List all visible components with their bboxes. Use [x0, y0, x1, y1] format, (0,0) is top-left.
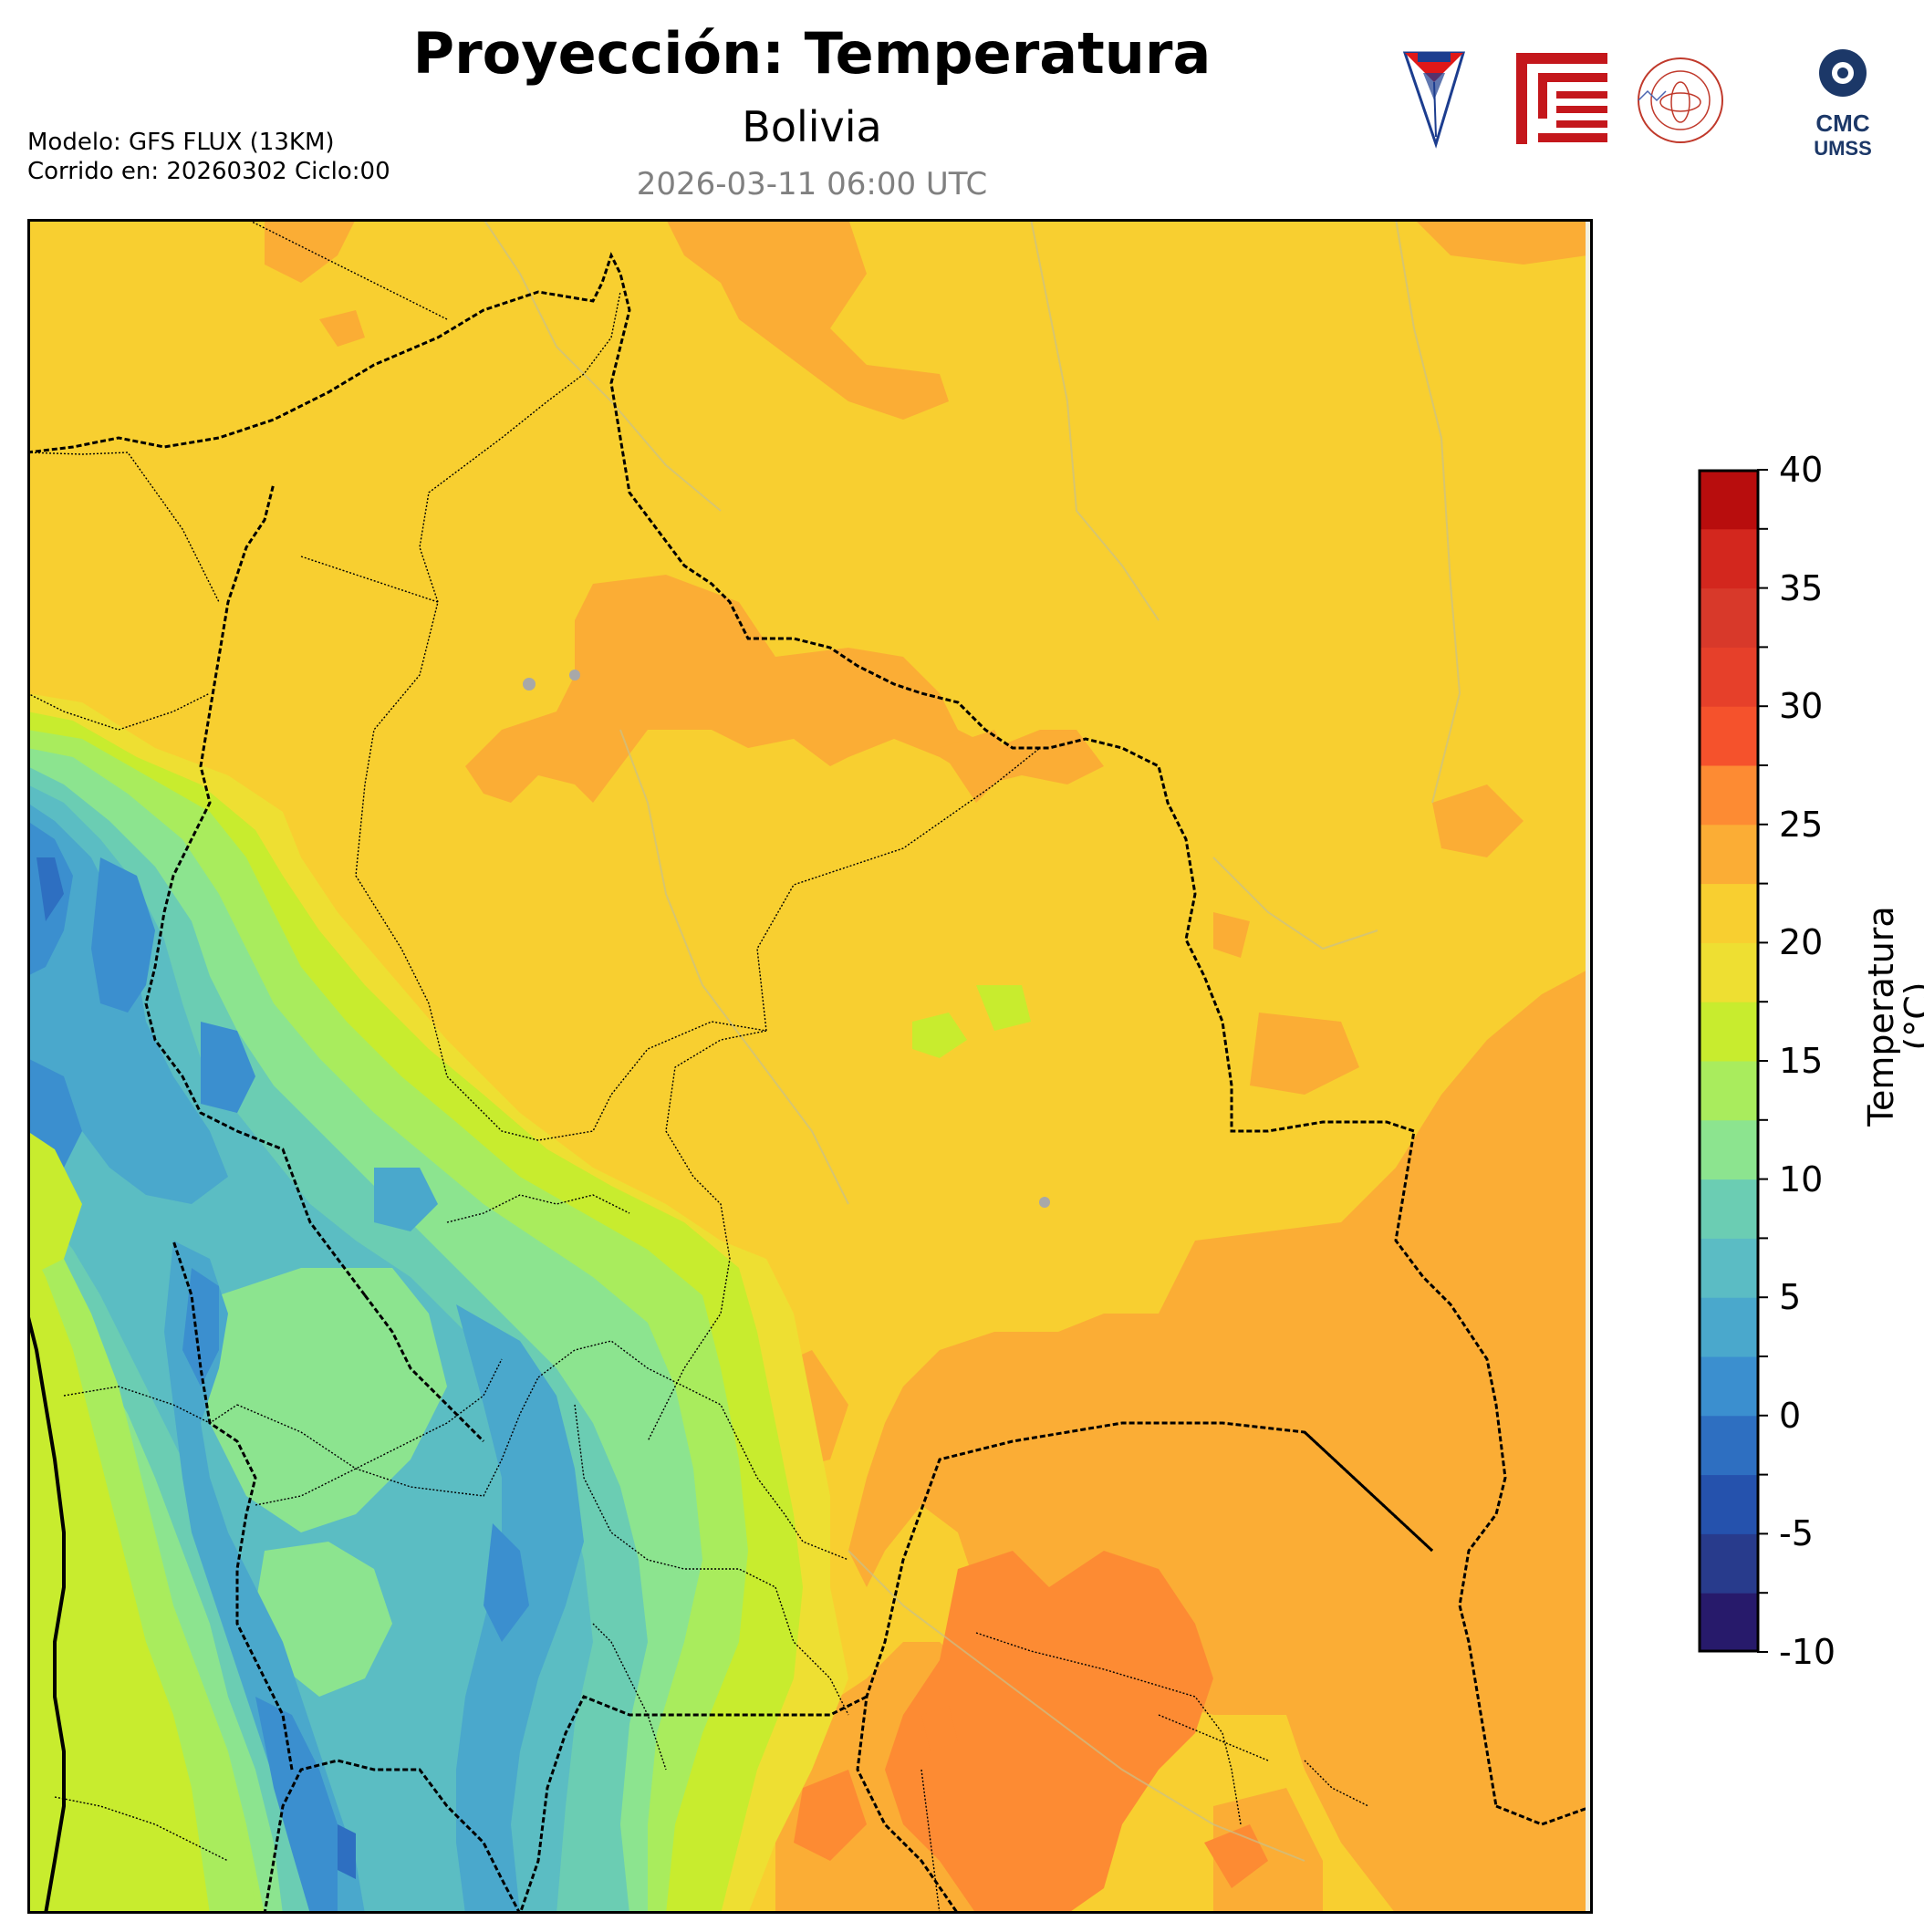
colorbar-segment — [1699, 706, 1759, 766]
colorbar-segment — [1699, 1238, 1759, 1298]
colorbar-segment — [1699, 587, 1759, 648]
model-info: Modelo: GFS FLUX (13KM) Corrido en: 2026… — [27, 128, 390, 186]
colorbar-tick-label: 15 — [1779, 1041, 1824, 1081]
altiplano-zone-top — [201, 1268, 447, 1532]
temperature-map — [27, 219, 1593, 1914]
colorbar-tick-label: 5 — [1779, 1277, 1802, 1318]
zone-neg — [36, 857, 356, 1879]
pacific-coastline — [27, 1313, 66, 1914]
colorbar-tick-label: -10 — [1779, 1632, 1836, 1672]
umss-shield-logo — [1402, 51, 1466, 149]
colorbar-tick-label: 30 — [1779, 686, 1824, 727]
institution-logos: CMC UMSS — [1402, 49, 1872, 160]
colorbar-tick-label: 35 — [1779, 567, 1824, 608]
colorbar-segment — [1699, 1356, 1759, 1417]
forecast-datetime: 2026-03-11 06:00 UTC — [636, 166, 988, 203]
colorbar-segment — [1699, 824, 1759, 885]
svg-text:CMC: CMC — [1815, 109, 1869, 137]
page-title: Proyección: Temperatura — [412, 20, 1212, 87]
rivers — [483, 219, 1461, 1862]
colorbar-segment — [1699, 765, 1759, 826]
colorbar-frame — [1698, 469, 1760, 1653]
colorbar-label: Temperatura (°C) — [1861, 906, 1924, 1127]
colorbar-segment — [1699, 647, 1759, 707]
colorbar-tick-label: 10 — [1779, 1158, 1824, 1200]
departamento-fisica-seal — [1638, 57, 1723, 143]
model-line: Modelo: GFS FLUX (13KM) — [27, 129, 335, 156]
lowland-cool-spots — [912, 985, 1031, 1058]
colorbar-segment — [1699, 1533, 1759, 1594]
fcyt-logo — [1516, 53, 1607, 144]
colorbar-segment — [1699, 528, 1759, 589]
altiplano-zone-south-top — [255, 1542, 392, 1697]
map-edge-strip — [1586, 219, 1593, 1914]
colorbar-segment — [1699, 1061, 1759, 1121]
colorbar-tick-label: 0 — [1779, 1395, 1802, 1436]
run-line: Corrido en: 20260302 Ciclo:00 — [27, 158, 390, 185]
colorbar-tick-label: 25 — [1779, 804, 1824, 845]
cmc-umss-logo: CMC UMSS — [1814, 49, 1872, 160]
colorbar-segment — [1699, 1119, 1759, 1180]
lake-spots — [523, 670, 1050, 1208]
map-frame — [27, 219, 1593, 1914]
warm-zones — [265, 219, 1593, 1914]
temperature-colorbar — [1698, 469, 1768, 1653]
colorbar-segment — [1699, 1297, 1759, 1357]
colorbar-segment — [1699, 470, 1759, 530]
coastal-patch — [27, 1131, 82, 1277]
colorbar-segment — [1699, 1179, 1759, 1239]
colorbar-segment — [1699, 1474, 1759, 1534]
internal-borders — [27, 219, 1369, 1914]
colorbar-segment — [1699, 942, 1759, 1002]
colorbar-tick-label: 40 — [1779, 450, 1824, 490]
colorbar-segment — [1699, 1415, 1759, 1476]
region-subtitle: Bolivia — [742, 102, 882, 151]
colorbar-tick-label: -5 — [1779, 1513, 1814, 1554]
svg-text:UMSS: UMSS — [1814, 137, 1872, 160]
colorbar-segment — [1699, 883, 1759, 943]
colorbar-tick-label: 20 — [1779, 922, 1824, 963]
coastal-zone-warm — [27, 1241, 210, 1914]
colorbar-segment — [1699, 1002, 1759, 1062]
colorbar-segment — [1699, 1593, 1759, 1653]
national-border — [27, 252, 1593, 1914]
